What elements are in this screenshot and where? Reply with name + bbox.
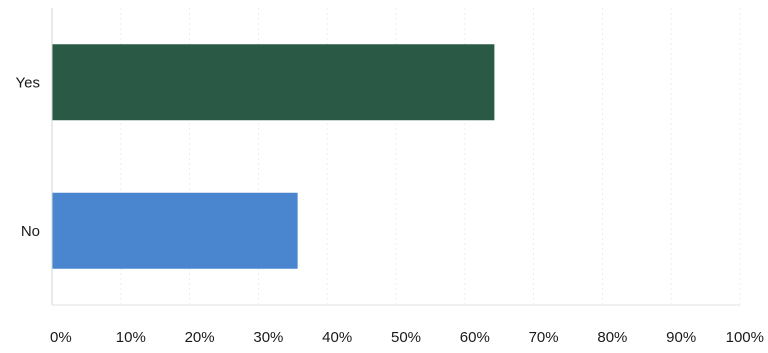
category-label-no: No	[21, 223, 40, 240]
x-tick-label-30: 30%	[253, 329, 283, 346]
bar-layer	[52, 44, 495, 269]
x-tick-label-10: 10%	[116, 329, 146, 346]
x-tick-label-60: 60%	[460, 329, 490, 346]
x-tick-label-70: 70%	[529, 329, 559, 346]
x-tick-label-90: 90%	[666, 329, 696, 346]
bar-yes	[52, 44, 495, 121]
x-tick-label-100: 100%	[726, 329, 764, 346]
x-tick-label-0: 0%	[50, 329, 72, 346]
label-layer: Yes No 0% 10% 20% 30% 40% 50% 60% 70% 80% 90% 100%	[16, 74, 764, 346]
x-tick-label-50: 50%	[391, 329, 421, 346]
bar-no	[52, 192, 298, 269]
x-tick-label-40: 40%	[322, 329, 352, 346]
x-tick-label-20: 20%	[185, 329, 215, 346]
category-label-yes: Yes	[16, 74, 40, 91]
x-tick-label-80: 80%	[597, 329, 627, 346]
axis-layer	[51, 8, 740, 306]
